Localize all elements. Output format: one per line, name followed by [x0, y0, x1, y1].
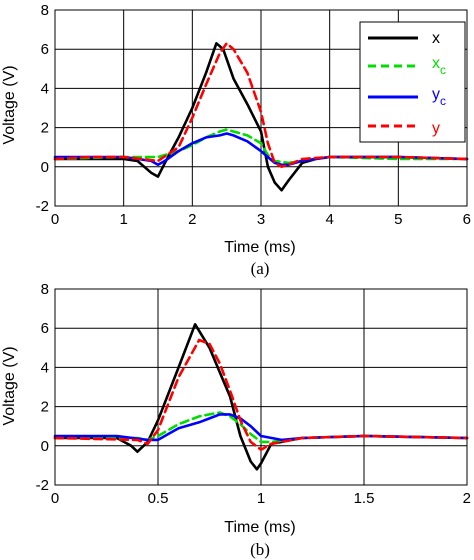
x-tick-label: 1.5 — [354, 490, 375, 507]
x-tick-label: 3 — [257, 211, 265, 228]
legend-label-y: y — [432, 120, 440, 137]
x-tick-label: 2 — [188, 211, 196, 228]
x-tick-label: 6 — [463, 211, 471, 228]
x-tick-label: 5 — [394, 211, 402, 228]
legend-box — [359, 21, 466, 143]
y-tick-label: 8 — [41, 2, 49, 19]
series-group-b — [53, 322, 469, 471]
y-tick-label: 6 — [41, 41, 49, 58]
y-tick-labels-b: -2 0 2 4 6 8 — [36, 281, 49, 494]
series-line-yc-a — [53, 132, 469, 167]
x-tick-label: 0.5 — [148, 490, 169, 507]
y-tick-label: -2 — [36, 198, 49, 215]
y-axis-label-a: Voltage (V) — [1, 65, 18, 144]
x-axis-label-a: Time (ms) — [224, 239, 295, 256]
legend-label-xc-sub: c — [440, 63, 446, 77]
x-tick-label: 4 — [325, 211, 333, 228]
series-line-y-a — [53, 41, 469, 169]
x-tick-label: 2 — [463, 490, 471, 507]
series-line-x-a — [53, 41, 469, 192]
legend-label-yc-sub: c — [440, 94, 446, 108]
x-tick-label: 1 — [119, 211, 127, 228]
legend-label-x: x — [432, 30, 440, 47]
y-axis-label-b: Voltage (V) — [1, 346, 18, 425]
grid-b — [54, 288, 468, 486]
x-tick-label: 0 — [51, 490, 59, 507]
legend: x xc yc y — [359, 21, 466, 143]
legend-label-yc-main: y — [432, 86, 440, 103]
y-tick-label: 2 — [41, 399, 49, 416]
caption-a: (a) — [251, 259, 270, 278]
plot-frame-b — [54, 288, 468, 486]
y-tick-label: 4 — [41, 80, 49, 97]
plot-frame-a — [54, 9, 468, 207]
y-tick-label: 2 — [41, 120, 49, 137]
y-tick-label: 6 — [41, 320, 49, 337]
x-tick-labels-a: 0 1 2 3 4 5 6 — [51, 211, 471, 228]
x-tick-label: 0 — [51, 211, 59, 228]
y-tick-label: 4 — [41, 359, 49, 376]
x-axis-label-b: Time (ms) — [224, 519, 295, 536]
series-line-y-b — [53, 338, 469, 452]
y-tick-labels-a: -2 0 2 4 6 8 — [36, 2, 49, 215]
y-tick-label: 8 — [41, 281, 49, 298]
legend-label-xc: xc — [432, 55, 446, 77]
legend-label-yc: yc — [432, 86, 446, 108]
legend-label-xc-main: x — [432, 55, 440, 72]
x-tick-label: 1 — [257, 490, 265, 507]
series-group-a — [53, 41, 469, 192]
x-tick-labels-b: 0 0.5 1 1.5 2 — [51, 490, 471, 507]
y-tick-label: -2 — [36, 477, 49, 494]
caption-b: (b) — [250, 540, 270, 559]
y-tick-label: 0 — [41, 438, 49, 455]
y-tick-label: 0 — [41, 159, 49, 176]
